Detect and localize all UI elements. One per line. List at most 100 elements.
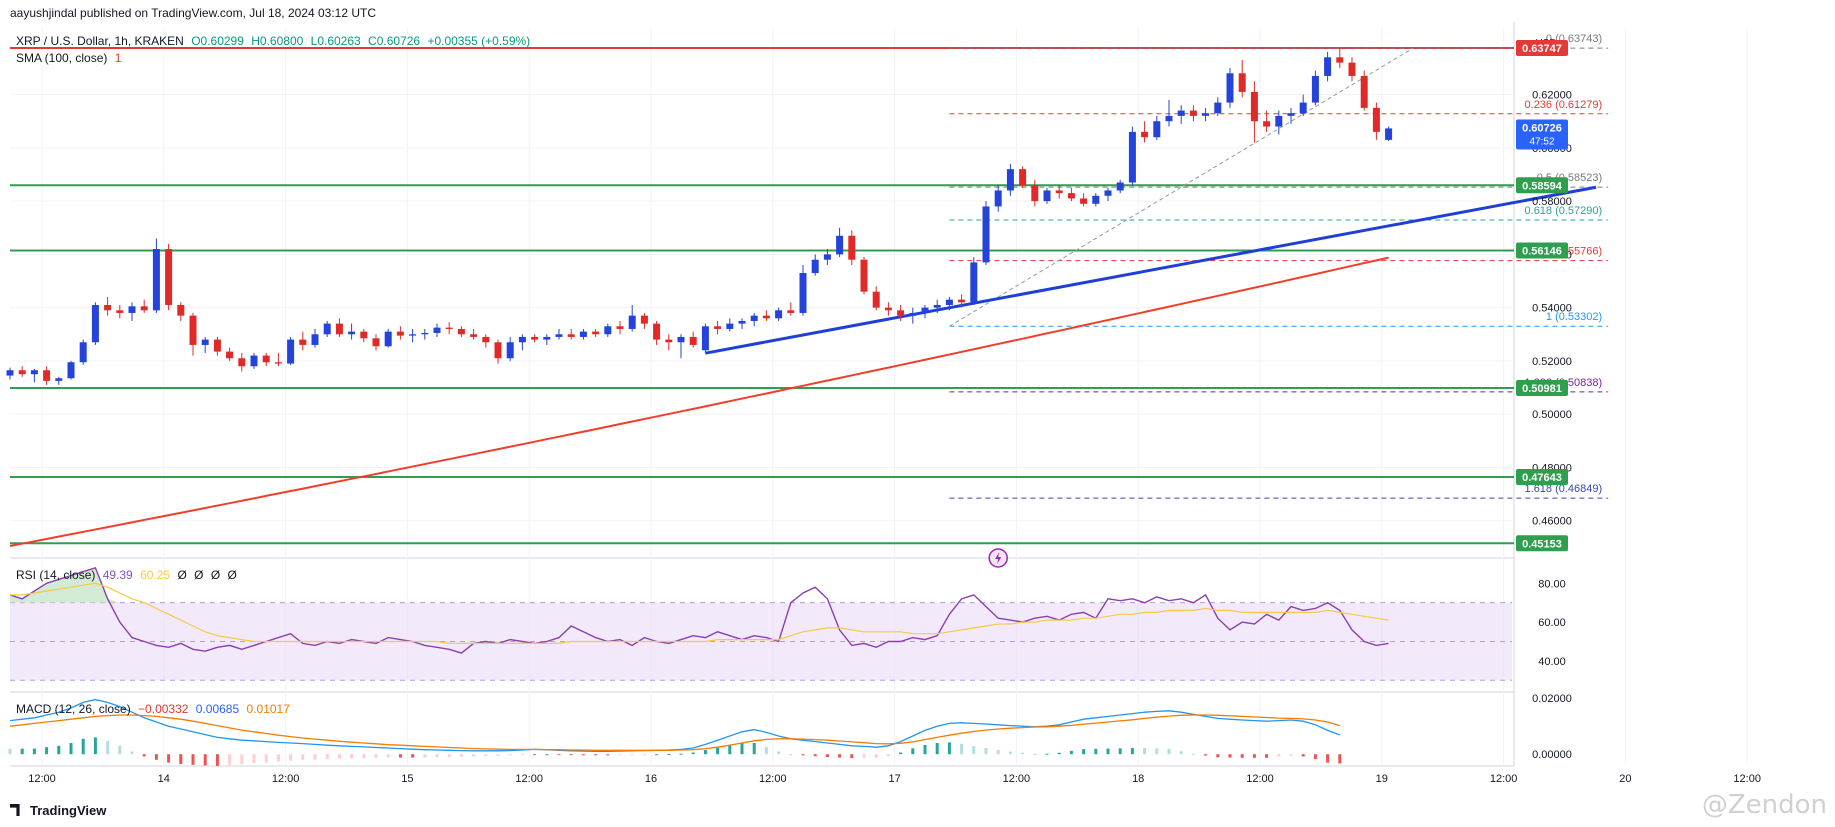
candle-down — [567, 334, 575, 337]
rsi-line — [9, 566, 1389, 654]
time-tick-label: 15 — [401, 773, 413, 785]
rsi-pane — [9, 566, 1512, 681]
macd-histogram-bar — [1045, 753, 1049, 755]
macd-histogram-bar — [1057, 752, 1061, 755]
candle-down — [897, 310, 905, 316]
macd-histogram-bar — [935, 743, 939, 755]
candle-up — [152, 249, 160, 311]
candle-up — [323, 323, 331, 335]
candle-down — [872, 291, 880, 308]
rsi-legend[interactable]: RSI (14, close) 49.39 60.25 Ø Ø Ø Ø — [16, 568, 241, 582]
candle-down — [335, 323, 343, 335]
macd-histogram-bar — [642, 754, 646, 756]
time-tick-label: 12:00 — [1246, 773, 1274, 785]
candle-down — [43, 370, 51, 381]
symbol-title: XRP / U.S. Dollar, 1h, KRAKEN — [16, 34, 184, 48]
macd-histogram-bar — [1191, 753, 1195, 755]
macd-histogram-bar — [1155, 748, 1159, 755]
macd-histogram-bar — [911, 748, 915, 755]
macd-histogram-bar — [691, 752, 695, 755]
fib-level-label: 0.618 (0.57290) — [1525, 205, 1603, 217]
candle-up — [1311, 75, 1319, 103]
macd-histogram-bar — [1118, 748, 1122, 755]
signal-value: 0.01017 — [246, 702, 290, 716]
candle-down — [762, 315, 770, 319]
macd-histogram-bar — [618, 754, 622, 756]
candle-down — [1031, 185, 1039, 202]
macd-histogram-bar — [801, 754, 805, 756]
macd-histogram-bar — [1167, 748, 1171, 755]
candle-down — [165, 249, 173, 305]
macd-histogram-bar — [411, 754, 415, 758]
macd-histogram-bar — [350, 754, 354, 759]
macd-histogram-bar — [240, 754, 244, 765]
candle-up — [994, 190, 1002, 207]
price-badge-label: 0.56146 — [1522, 245, 1562, 257]
time-tick-label: 14 — [158, 773, 170, 785]
candle-up — [909, 312, 917, 316]
price-badge — [1516, 242, 1568, 259]
price-badge — [1516, 119, 1568, 150]
tradingview-logo[interactable]: TradingView — [10, 803, 106, 818]
symbol-legend[interactable]: XRP / U.S. Dollar, 1h, KRAKEN O0.60299 H… — [16, 34, 534, 48]
macd-value: 0.00685 — [195, 702, 240, 716]
rsi-value: 49.39 — [102, 568, 133, 582]
candle-down — [445, 327, 453, 329]
macd-histogram-bar — [923, 744, 927, 755]
trendline[interactable] — [705, 185, 1597, 355]
candle-up — [67, 362, 75, 379]
macd-histogram-bar — [276, 754, 280, 762]
candle-up — [982, 206, 990, 263]
candle-up — [6, 370, 14, 376]
candle-down — [714, 326, 722, 329]
macd-histogram-bar — [447, 754, 451, 757]
price-badge-label: 0.47643 — [1522, 472, 1562, 484]
candle-up — [311, 334, 319, 345]
candle-down — [226, 351, 234, 359]
candle-down — [262, 355, 270, 363]
macd-histogram-bar — [972, 746, 976, 755]
rsi-overbought-fill — [10, 567, 132, 603]
candle-up — [1324, 57, 1332, 76]
price-badge-label: 0.45153 — [1522, 538, 1562, 550]
candle-up — [433, 327, 441, 333]
sma-legend[interactable]: SMA (100, close) 1 — [16, 51, 125, 65]
time-axis[interactable]: 12:00 14 12:00 15 12:00 16 12:00 17 12:00 18 12:00… — [28, 773, 1761, 785]
candle-up — [701, 326, 709, 351]
macd-histogram-bar — [459, 754, 463, 757]
price-axis[interactable]: 0.460000.480000.500000.520000.540000.560… — [1516, 38, 1572, 761]
price-tick-label: 0.46000 — [1532, 516, 1572, 528]
macd-histogram-bar — [655, 754, 659, 756]
price-tick-label: 0.50000 — [1532, 409, 1572, 421]
macd-histogram-bar — [764, 747, 768, 755]
price-tick-label: 0.54000 — [1532, 303, 1572, 315]
time-tick-label: 12:00 — [1490, 773, 1518, 785]
macd-histogram-bar — [1069, 750, 1073, 755]
signal-line — [9, 714, 1340, 751]
price-badge — [1516, 468, 1568, 485]
macd-label: MACD (12, 26, close) — [16, 702, 131, 716]
macd-legend[interactable]: MACD (12, 26, close) −0.00332 0.00685 0.… — [16, 702, 294, 716]
fibonacci-retracement[interactable]: 0 (0.63743)0.236 (0.61279)0.5 (0.58523)0… — [949, 33, 1609, 499]
candle-up — [970, 262, 978, 303]
macd-histogram-bar — [252, 754, 256, 764]
lightning-icon — [995, 552, 1002, 565]
macd-histogram-bar — [435, 754, 439, 758]
candle-down — [653, 323, 661, 340]
candle-up — [799, 273, 807, 313]
macd-histogram-bar — [301, 754, 305, 760]
rsi-ma-line — [10, 582, 1389, 644]
sma-label: SMA (100, close) — [16, 51, 108, 65]
macd-histogram-bar — [374, 754, 378, 758]
candle-up — [933, 304, 941, 308]
macd-histogram-bar — [752, 743, 756, 755]
macd-histogram-bar — [886, 754, 890, 757]
time-tick-label: 16 — [645, 773, 657, 785]
macd-histogram-bar — [740, 743, 744, 755]
candle-up — [79, 342, 87, 363]
fib-level-label: 0.236 (0.61279) — [1525, 99, 1603, 111]
macd-histogram-bar — [93, 737, 97, 755]
candle-up — [55, 378, 63, 381]
candle-down — [482, 336, 490, 343]
